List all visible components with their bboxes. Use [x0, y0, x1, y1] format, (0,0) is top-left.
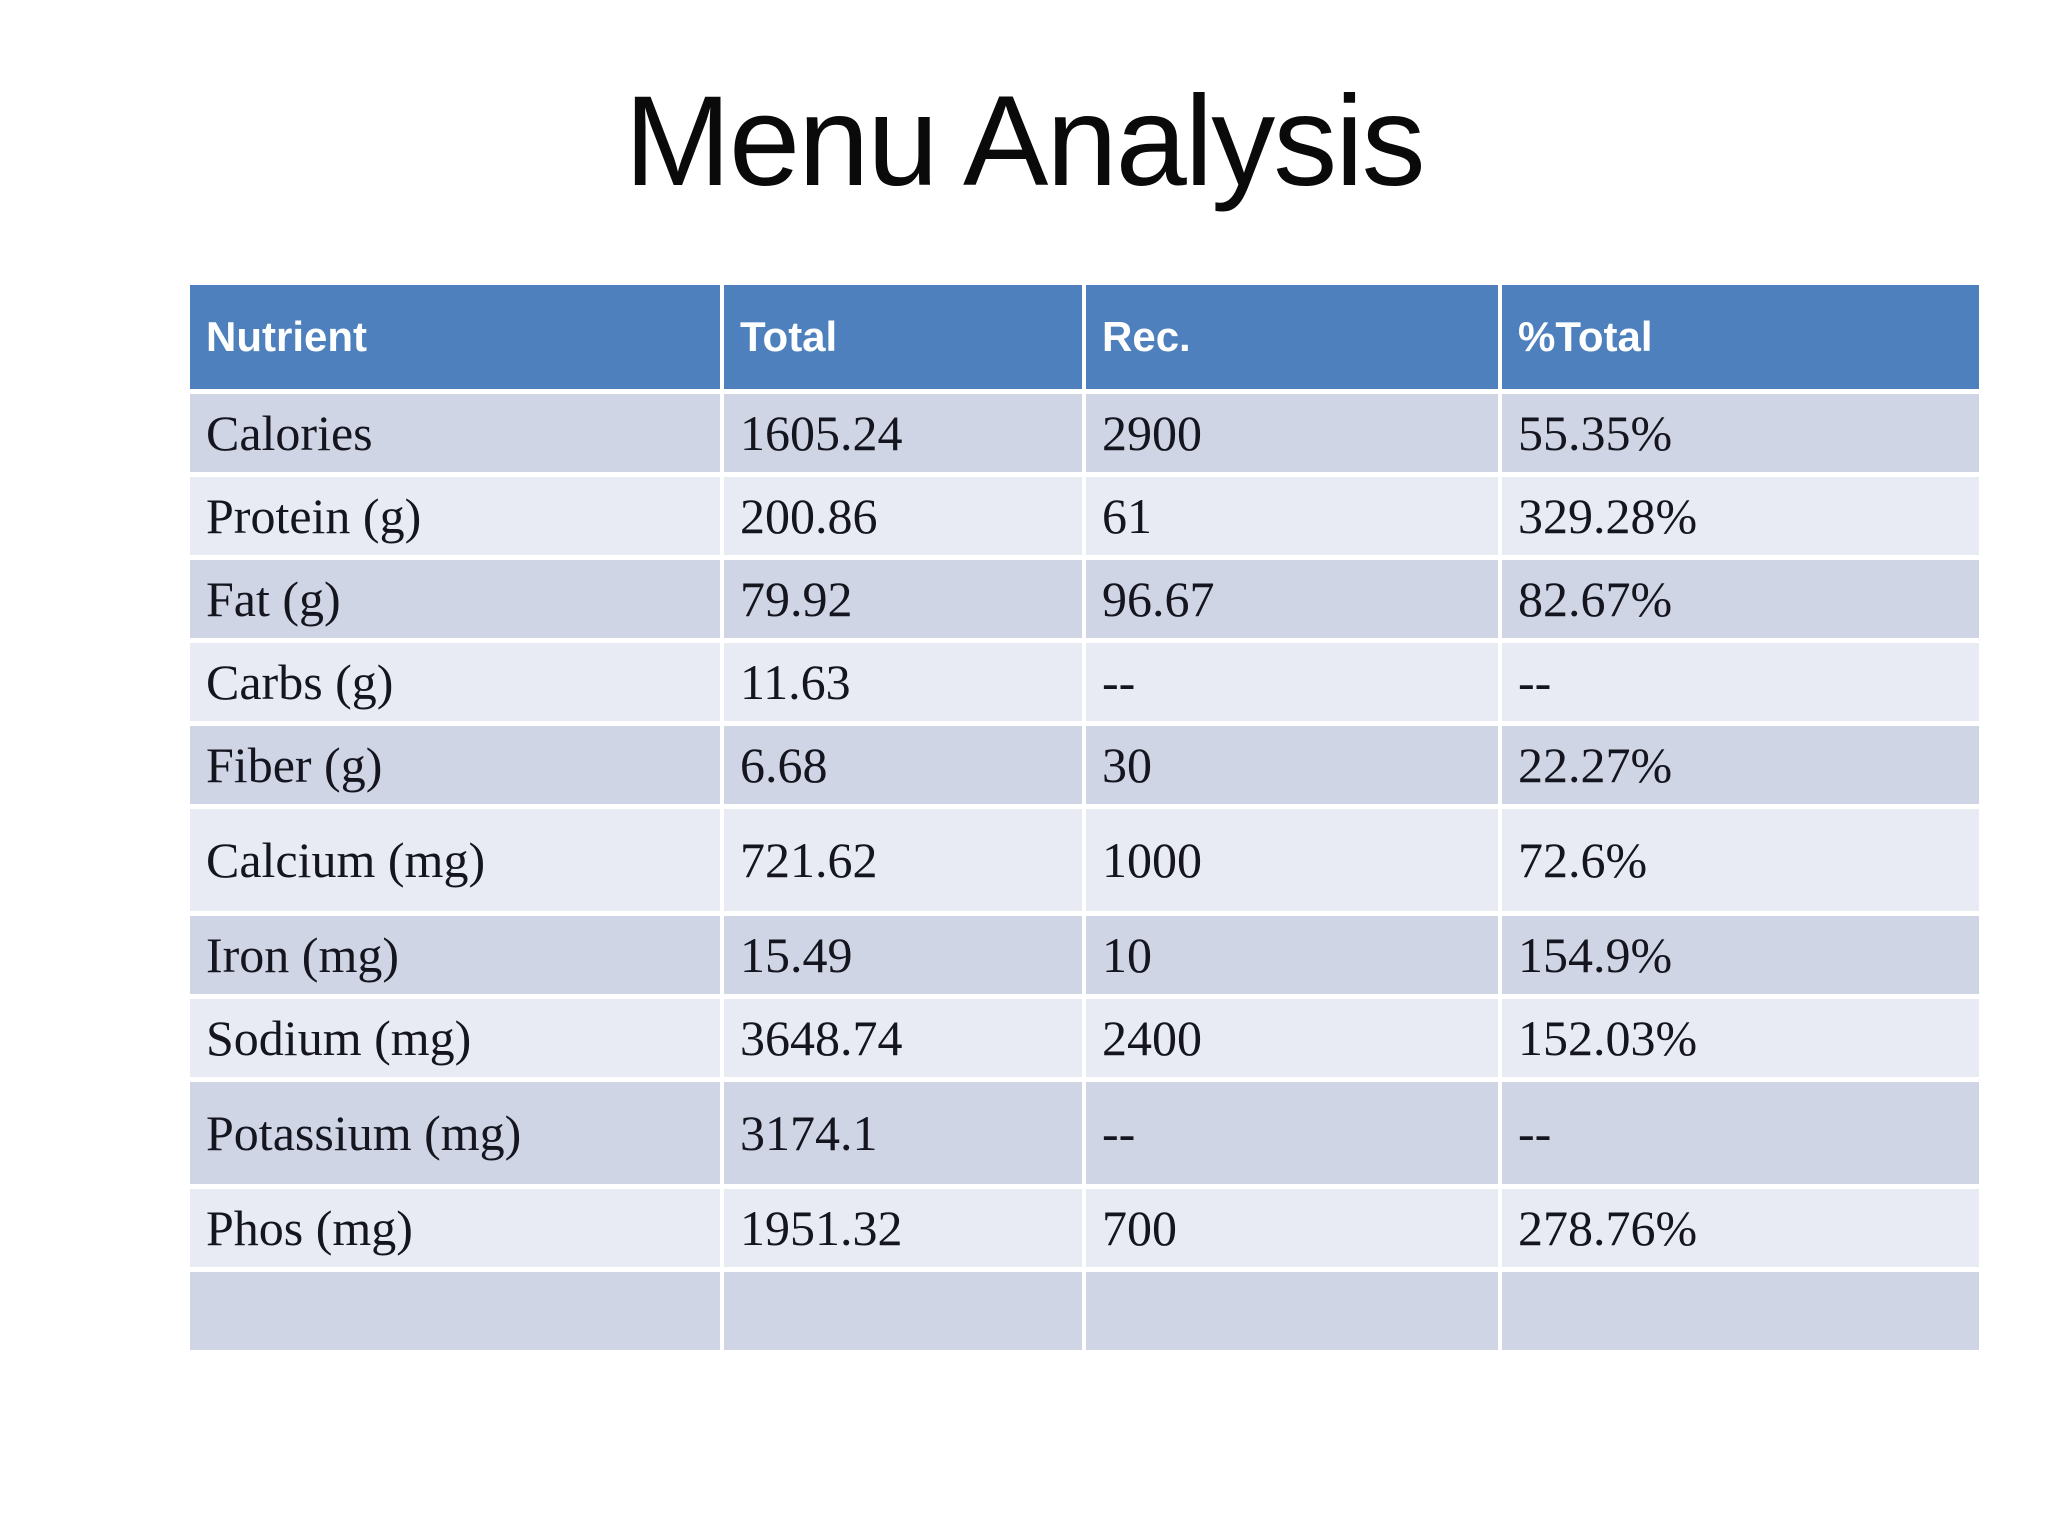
cell-total: 1951.32	[724, 1189, 1082, 1267]
cell-nutrient: Calcium (mg)	[190, 809, 720, 911]
table-body: Calories 1605.24 2900 55.35% Protein (g) 200.…	[190, 394, 1979, 1350]
table-row: Sodium (mg) 3648.74 2400 152.03%	[190, 999, 1979, 1077]
cell-rec: 30	[1086, 726, 1498, 804]
cell-rec: --	[1086, 643, 1498, 721]
header-row: Nutrient Total Rec. %Total	[190, 285, 1979, 389]
cell-rec: 2400	[1086, 999, 1498, 1077]
cell-rec: 2900	[1086, 394, 1498, 472]
cell-pct: 55.35%	[1502, 394, 1979, 472]
cell-nutrient: Protein (g)	[190, 477, 720, 555]
cell-total: 3648.74	[724, 999, 1082, 1077]
col-header-pct: %Total	[1502, 285, 1979, 389]
nutrient-table: Nutrient Total Rec. %Total Calories 1605.…	[186, 280, 1983, 1355]
cell-pct: 22.27%	[1502, 726, 1979, 804]
cell-total: 11.63	[724, 643, 1082, 721]
cell-pct: 72.6%	[1502, 809, 1979, 911]
cell-rec: 96.67	[1086, 560, 1498, 638]
cell-total: 79.92	[724, 560, 1082, 638]
table-header: Nutrient Total Rec. %Total	[190, 285, 1979, 389]
cell-nutrient: Iron (mg)	[190, 916, 720, 994]
cell-nutrient: Fiber (g)	[190, 726, 720, 804]
cell-total: 1605.24	[724, 394, 1082, 472]
cell-rec	[1086, 1272, 1498, 1350]
table-row: Iron (mg) 15.49 10 154.9%	[190, 916, 1979, 994]
table-row	[190, 1272, 1979, 1350]
cell-total: 15.49	[724, 916, 1082, 994]
cell-nutrient: Sodium (mg)	[190, 999, 720, 1077]
cell-pct: 278.76%	[1502, 1189, 1979, 1267]
cell-pct	[1502, 1272, 1979, 1350]
cell-nutrient: Phos (mg)	[190, 1189, 720, 1267]
table-row: Calcium (mg) 721.62 1000 72.6%	[190, 809, 1979, 911]
table-row: Potassium (mg) 3174.1 -- --	[190, 1082, 1979, 1184]
cell-total	[724, 1272, 1082, 1350]
cell-pct: 329.28%	[1502, 477, 1979, 555]
table-row: Phos (mg) 1951.32 700 278.76%	[190, 1189, 1979, 1267]
cell-total: 200.86	[724, 477, 1082, 555]
page-title: Menu Analysis	[624, 70, 1425, 213]
cell-total: 3174.1	[724, 1082, 1082, 1184]
table-row: Fat (g) 79.92 96.67 82.67%	[190, 560, 1979, 638]
cell-pct: 152.03%	[1502, 999, 1979, 1077]
cell-pct: 154.9%	[1502, 916, 1979, 994]
cell-pct: --	[1502, 1082, 1979, 1184]
cell-rec: --	[1086, 1082, 1498, 1184]
col-header-nutrient: Nutrient	[190, 285, 720, 389]
cell-rec: 61	[1086, 477, 1498, 555]
table-row: Protein (g) 200.86 61 329.28%	[190, 477, 1979, 555]
table-row: Calories 1605.24 2900 55.35%	[190, 394, 1979, 472]
cell-nutrient	[190, 1272, 720, 1350]
col-header-total: Total	[724, 285, 1082, 389]
cell-pct: 82.67%	[1502, 560, 1979, 638]
cell-total: 721.62	[724, 809, 1082, 911]
cell-total: 6.68	[724, 726, 1082, 804]
cell-pct: --	[1502, 643, 1979, 721]
col-header-rec: Rec.	[1086, 285, 1498, 389]
cell-nutrient: Carbs (g)	[190, 643, 720, 721]
cell-rec: 1000	[1086, 809, 1498, 911]
cell-nutrient: Calories	[190, 394, 720, 472]
cell-rec: 10	[1086, 916, 1498, 994]
cell-rec: 700	[1086, 1189, 1498, 1267]
cell-nutrient: Potassium (mg)	[190, 1082, 720, 1184]
table-row: Carbs (g) 11.63 -- --	[190, 643, 1979, 721]
table-row: Fiber (g) 6.68 30 22.27%	[190, 726, 1979, 804]
cell-nutrient: Fat (g)	[190, 560, 720, 638]
